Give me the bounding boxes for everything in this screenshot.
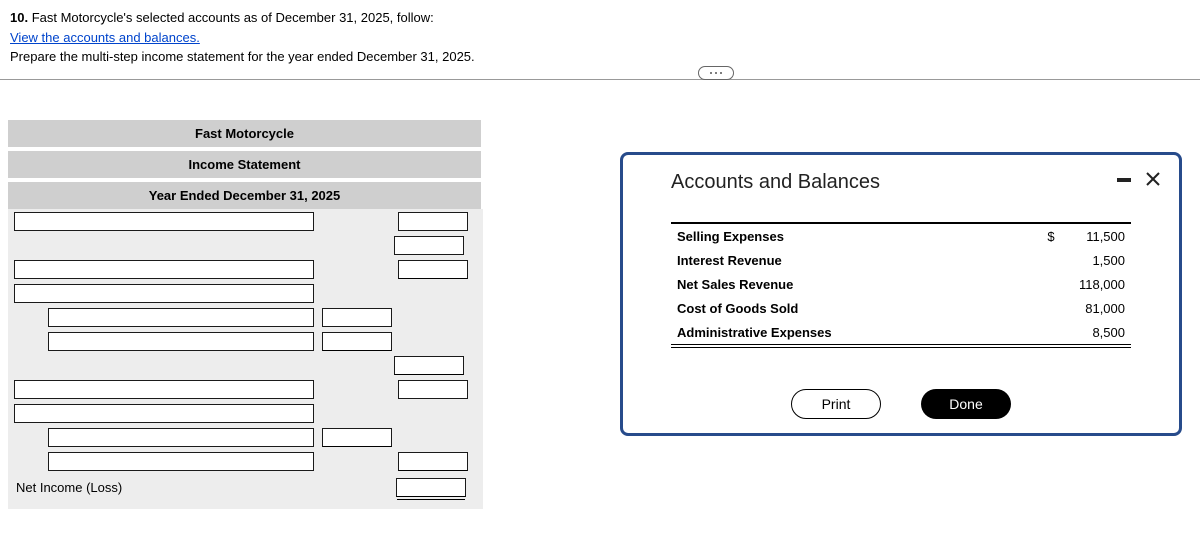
table-row: Interest Revenue 1,500: [671, 248, 1131, 272]
ws-label-input[interactable]: [48, 428, 314, 447]
ws-label-input[interactable]: [48, 332, 314, 351]
ws-amount-input[interactable]: [322, 332, 392, 351]
row-value: 81,000: [1061, 301, 1131, 316]
accounts-modal: Accounts and Balances Selling Expenses $…: [620, 152, 1182, 436]
row-label: Interest Revenue: [671, 253, 1041, 268]
row-label: Selling Expenses: [671, 229, 1041, 244]
modal-buttons: Print Done: [623, 389, 1179, 419]
row-label: Administrative Expenses: [671, 325, 1041, 340]
expand-tab[interactable]: [698, 66, 734, 80]
view-accounts-link[interactable]: View the accounts and balances.: [10, 30, 200, 45]
ws-amount-input[interactable]: [398, 452, 468, 471]
divider: [0, 79, 1200, 80]
accounts-table: Selling Expenses $ 11,500 Interest Reven…: [671, 222, 1131, 345]
ws-amount-input[interactable]: [398, 260, 468, 279]
row-currency: $: [1041, 229, 1061, 244]
table-row: Administrative Expenses 8,500: [671, 320, 1131, 344]
ws-amount-input[interactable]: [322, 428, 392, 447]
problem-instruction: Prepare the multi-step income statement …: [10, 47, 1190, 67]
done-button[interactable]: Done: [921, 389, 1011, 419]
problem-intro-text: Fast Motorcycle's selected accounts as o…: [28, 10, 434, 25]
ws-label-input[interactable]: [48, 308, 314, 327]
ws-amount-input[interactable]: [394, 236, 464, 255]
ws-amount-input[interactable]: [398, 380, 468, 399]
ws-net-income-input[interactable]: [396, 478, 466, 497]
ws-amount-input[interactable]: [322, 308, 392, 327]
modal-titlebar: Accounts and Balances: [623, 155, 1179, 194]
table-row: Net Sales Revenue 118,000: [671, 272, 1131, 296]
ws-label-input[interactable]: [14, 260, 314, 279]
row-value: 1,500: [1061, 253, 1131, 268]
ws-label-input[interactable]: [14, 380, 314, 399]
net-income-label: Net Income (Loss): [16, 480, 316, 495]
ws-label-input[interactable]: [48, 452, 314, 471]
ws-label-input[interactable]: [14, 284, 314, 303]
row-value: 8,500: [1061, 325, 1131, 340]
table-row: Selling Expenses $ 11,500: [671, 224, 1131, 248]
ws-amount-input[interactable]: [398, 212, 468, 231]
worksheet: Fast Motorcycle Income Statement Year En…: [8, 118, 483, 509]
modal-title: Accounts and Balances: [671, 171, 880, 194]
problem-number: 10.: [10, 10, 28, 25]
ws-label-input[interactable]: [14, 404, 314, 423]
ws-header-statement: Income Statement: [8, 149, 483, 180]
problem-header: 10. Fast Motorcycle's selected accounts …: [0, 0, 1200, 67]
table-row: Cost of Goods Sold 81,000: [671, 296, 1131, 320]
ws-body: Net Income (Loss): [8, 209, 483, 509]
ws-header-company: Fast Motorcycle: [8, 118, 483, 149]
ws-amount-input[interactable]: [394, 356, 464, 375]
ws-label-input[interactable]: [14, 212, 314, 231]
ws-header-period: Year Ended December 31, 2025: [8, 180, 483, 209]
close-icon[interactable]: [1145, 171, 1161, 188]
row-label: Cost of Goods Sold: [671, 301, 1041, 316]
row-label: Net Sales Revenue: [671, 277, 1041, 292]
problem-intro: 10. Fast Motorcycle's selected accounts …: [10, 8, 1190, 28]
minimize-icon[interactable]: [1117, 178, 1131, 182]
print-button[interactable]: Print: [791, 389, 881, 419]
row-value: 11,500: [1061, 229, 1131, 244]
row-value: 118,000: [1061, 277, 1131, 292]
